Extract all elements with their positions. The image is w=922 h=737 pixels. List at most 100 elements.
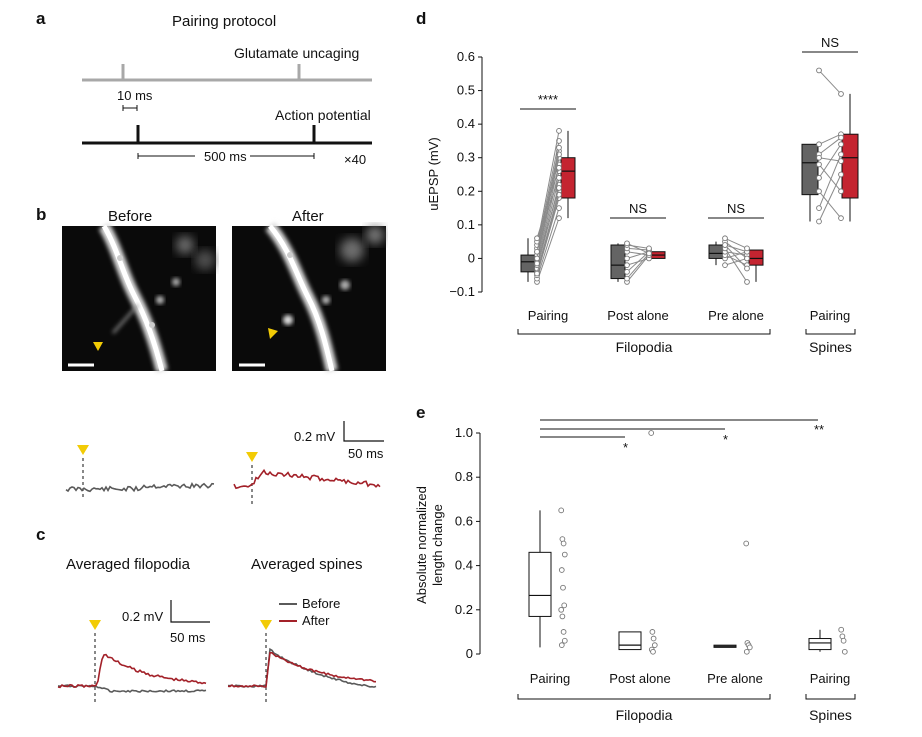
pair-line [818, 190, 842, 219]
data-point [650, 635, 657, 642]
category-label: Pairing [530, 671, 570, 686]
arrowhead-icon [268, 328, 278, 339]
averaged-traces [57, 647, 377, 693]
pair-line [536, 194, 560, 274]
panel-c: c Averaged filopodia Averaged spines 0.2… [36, 525, 377, 705]
avg-spines-title: Averaged spines [251, 556, 362, 573]
data-point [838, 188, 844, 195]
category-label: Pairing [528, 308, 568, 323]
pair-line [626, 253, 650, 279]
trace-legend: Before After [279, 596, 340, 628]
data-point [560, 584, 566, 591]
box [808, 638, 832, 651]
data-point [624, 262, 630, 268]
pair-line [818, 174, 842, 222]
legend-before-label: Before [302, 596, 340, 611]
pair-line [626, 251, 650, 259]
y-tick-label: 0.2 [457, 183, 475, 198]
data-point [743, 648, 750, 655]
group-label: Filopodia [616, 339, 673, 355]
ap-trace [82, 125, 372, 145]
data-point [722, 242, 728, 248]
data-point [838, 215, 844, 221]
significance-label: NS [727, 201, 745, 216]
pair-line [536, 177, 560, 242]
box [618, 631, 642, 651]
data-point [624, 240, 630, 247]
data-point [561, 551, 568, 558]
category-label: Post alone [607, 308, 668, 323]
data-point [746, 644, 753, 651]
legend-after-label: After [302, 613, 330, 628]
ap-label: Action potential [275, 107, 371, 123]
pair-line [536, 167, 560, 239]
box [528, 551, 552, 617]
significance-label: * [623, 440, 628, 455]
data-point [816, 67, 822, 74]
pair-line [724, 244, 748, 269]
data-point [534, 270, 540, 277]
data-point [534, 248, 540, 255]
data-point [556, 128, 562, 134]
pair-line [724, 254, 748, 266]
pair-line [724, 257, 748, 266]
y-tick-label: 0.8 [455, 469, 473, 484]
data-point [840, 637, 847, 644]
data-point [744, 279, 750, 285]
y-tick-label: 0.2 [455, 602, 473, 617]
chart-e: 00.20.40.60.81.0****Pairing Post alone Pre… [455, 419, 856, 723]
trace-after-single [233, 468, 381, 490]
y-tick-label: 0.4 [457, 116, 475, 131]
avg-filopodia-title: Averaged filopodia [66, 556, 191, 573]
group-label: Spines [809, 339, 852, 355]
trace-before-single [65, 481, 215, 493]
data-point [624, 255, 630, 262]
data-point [816, 188, 822, 195]
pair-line [818, 133, 842, 145]
data-point [744, 255, 750, 262]
pair-line [626, 247, 650, 251]
group-bracket [805, 694, 856, 700]
data-point [556, 185, 562, 191]
micrograph-before [62, 222, 216, 373]
data-point [743, 540, 750, 547]
pair-line [724, 251, 748, 256]
data-point [558, 567, 565, 573]
trigger-marker-icon [89, 620, 101, 630]
category-label: Pre alone [707, 671, 763, 686]
group-label: Spines [809, 707, 852, 723]
group-bracket [517, 329, 771, 335]
pair-line [536, 154, 560, 259]
panel-c-letter: c [36, 525, 45, 544]
pair-line [536, 147, 560, 252]
data-point [816, 218, 822, 225]
data-point [722, 235, 728, 242]
data-point [650, 648, 656, 655]
significance-label: **** [538, 92, 558, 107]
group-bracket [517, 694, 771, 700]
panel-d-letter: d [416, 9, 426, 28]
data-point [560, 540, 567, 547]
panel-a: a Pairing protocol Glutamate uncaging 10… [36, 9, 372, 167]
panel-a-letter: a [36, 9, 46, 28]
single-traces [65, 468, 381, 493]
significance-label: ** [814, 422, 824, 437]
data-point [561, 637, 568, 644]
group-label: Filopodia [616, 707, 673, 723]
data-point [816, 141, 822, 148]
pair-line [818, 144, 842, 179]
chart-e-ylabel-2: length change [430, 504, 445, 586]
before-title: Before [108, 208, 152, 225]
chart-d: −0.1 0 0.1 0.2 0.3 0.4 0.5 0.6 **** NS NS NS Pairing… [449, 35, 859, 355]
repeat-label: ×40 [344, 152, 366, 167]
y-tick-label: 0.3 [457, 150, 475, 165]
category-label: Pre alone [708, 308, 764, 323]
y-tick-label: 0 [466, 646, 473, 661]
data-point [559, 613, 566, 620]
panel-d: d uEPSP (mV) −0.1 0 0.1 0.2 0.3 0.4 0.5 0.6 ****… [416, 9, 859, 355]
pair-line [724, 248, 748, 283]
y-tick-label: 0.4 [455, 558, 473, 573]
data-point [744, 245, 750, 252]
significance-label: * [723, 432, 728, 447]
